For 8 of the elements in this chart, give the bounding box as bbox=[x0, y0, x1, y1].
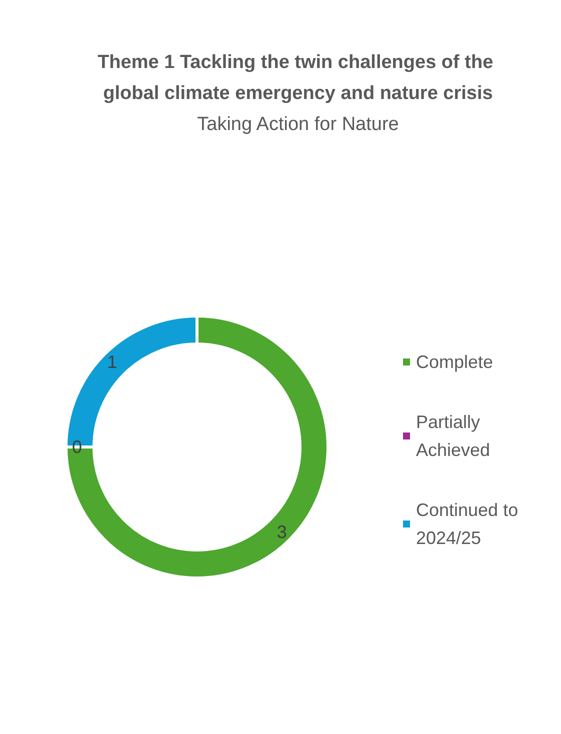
legend-label: Complete bbox=[416, 352, 494, 372]
legend-label: Continued to 2024/25 bbox=[416, 500, 524, 548]
data-label: 3 bbox=[276, 522, 287, 542]
data-label: 1 bbox=[107, 352, 118, 372]
text: 0 bbox=[72, 437, 82, 457]
chart-title: Theme 1 Tackling the twin challenges of the global climate emergency and nature crisis bbox=[98, 52, 498, 104]
chart-subtitle: Taking Action for Nature bbox=[197, 114, 399, 135]
legend-label: Partially Achieved bbox=[416, 412, 490, 460]
